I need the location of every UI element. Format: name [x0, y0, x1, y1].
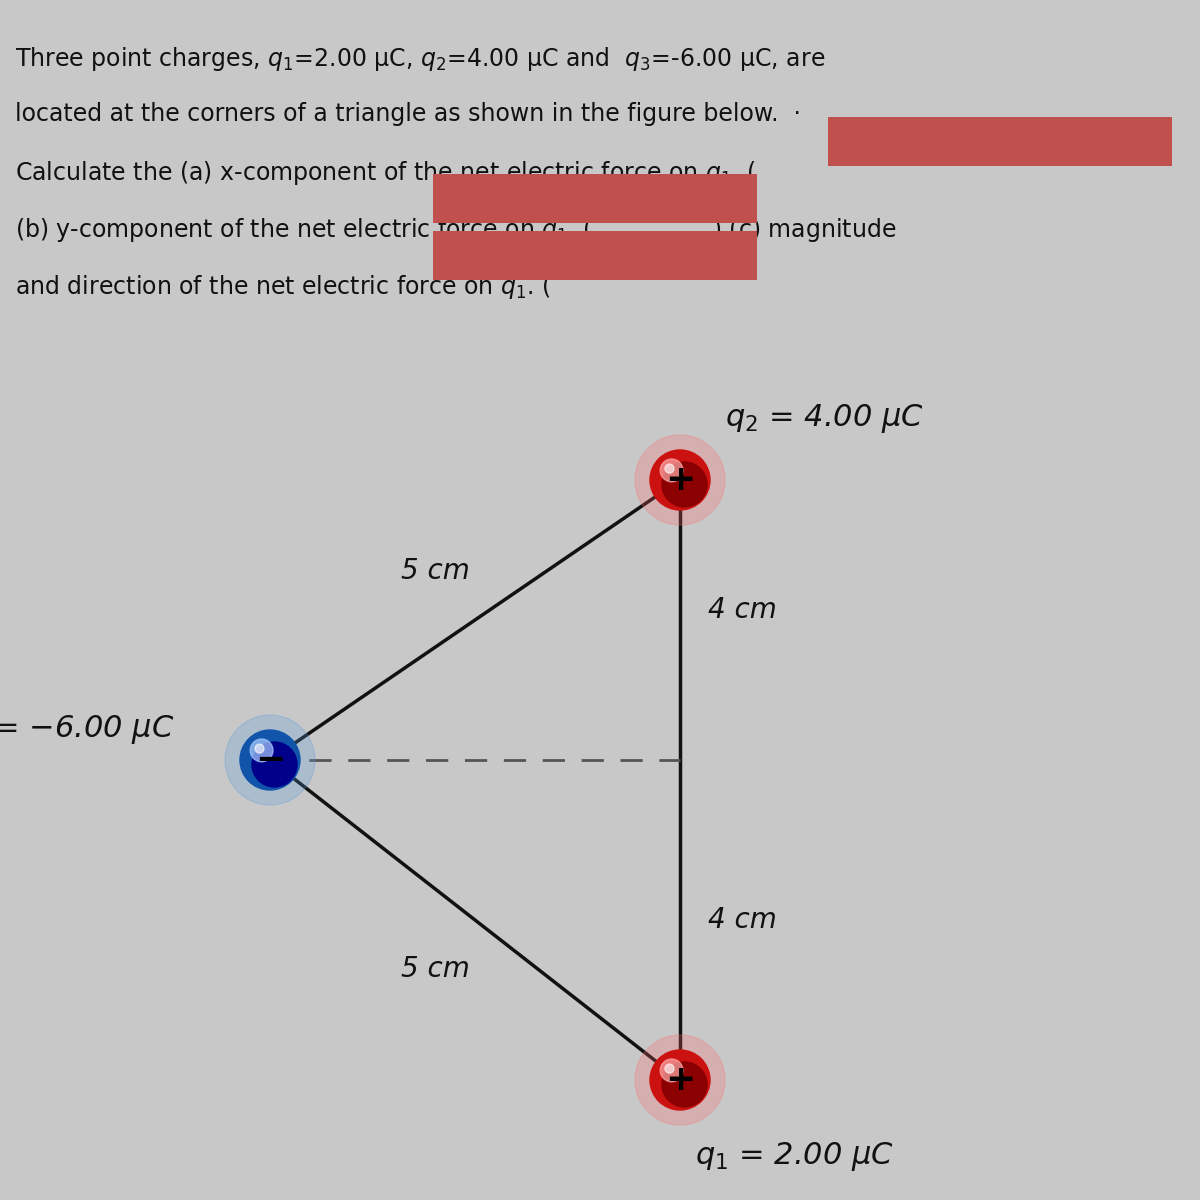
FancyBboxPatch shape	[433, 174, 757, 223]
Text: −: −	[254, 743, 286, 778]
Circle shape	[662, 1062, 707, 1106]
Text: 5 cm: 5 cm	[401, 557, 469, 584]
Circle shape	[665, 464, 674, 473]
Circle shape	[660, 458, 683, 481]
Circle shape	[660, 1058, 683, 1082]
Text: (b) y-component of the net electric force on $q_1$. (                ) (c) magni: (b) y-component of the net electric forc…	[14, 216, 896, 244]
Circle shape	[226, 715, 314, 805]
Circle shape	[662, 462, 707, 506]
FancyBboxPatch shape	[433, 230, 757, 280]
Circle shape	[635, 1034, 725, 1126]
Text: 4 cm: 4 cm	[708, 596, 776, 624]
Text: $q_3$ = −6.00 μC: $q_3$ = −6.00 μC	[0, 714, 174, 746]
Text: Three point charges, $q_1$=2.00 μC, $q_2$=4.00 μC and  $q_3$=-6.00 μC, are: Three point charges, $q_1$=2.00 μC, $q_2…	[14, 44, 826, 73]
Text: +: +	[665, 463, 695, 497]
Text: +: +	[665, 1063, 695, 1097]
Text: $q_2$ = 4.00 μC: $q_2$ = 4.00 μC	[725, 402, 924, 434]
Text: 5 cm: 5 cm	[401, 955, 469, 983]
Circle shape	[665, 1064, 674, 1073]
Text: Calculate the (a) x-component of the net electric force on $q_1$. (: Calculate the (a) x-component of the net…	[14, 158, 756, 187]
Text: 4 cm: 4 cm	[708, 906, 776, 934]
Circle shape	[240, 730, 300, 790]
FancyBboxPatch shape	[828, 116, 1172, 166]
Text: $q_1$ = 2.00 μC: $q_1$ = 2.00 μC	[695, 1140, 894, 1174]
Circle shape	[252, 742, 298, 787]
Circle shape	[650, 450, 710, 510]
Text: located at the corners of a triangle as shown in the figure below.  ·: located at the corners of a triangle as …	[14, 102, 800, 126]
Text: and direction of the net electric force on $q_1$. (: and direction of the net electric force …	[14, 272, 551, 301]
Circle shape	[650, 1050, 710, 1110]
Circle shape	[251, 739, 274, 762]
Circle shape	[635, 434, 725, 526]
Circle shape	[256, 744, 264, 754]
